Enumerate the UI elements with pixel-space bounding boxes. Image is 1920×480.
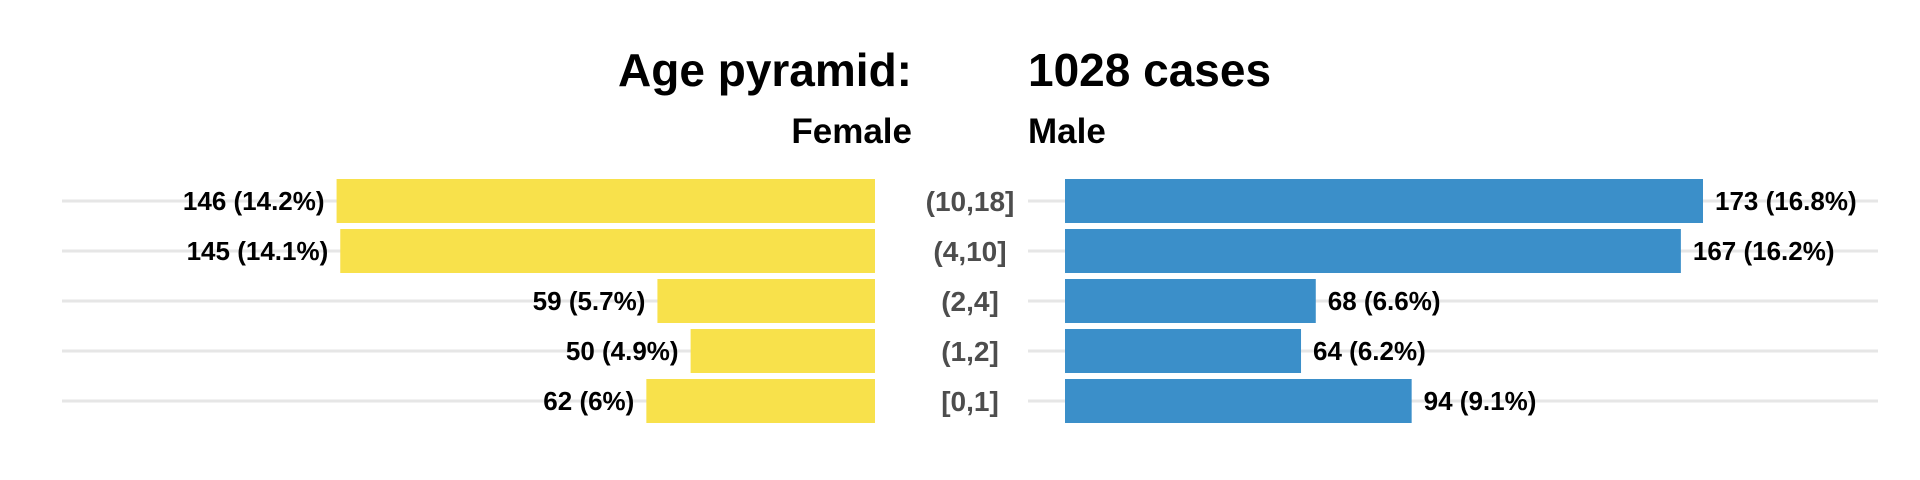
age-group-tick-label: (1,2] — [941, 336, 999, 367]
male-bar — [1065, 329, 1302, 373]
male-bar-label: 173 (16.8%) — [1715, 186, 1857, 216]
male-bar — [1065, 379, 1412, 423]
female-bar — [657, 279, 875, 323]
male-bar-label: 64 (6.2%) — [1313, 336, 1426, 366]
female-bar-label: 145 (14.1%) — [187, 236, 329, 266]
female-bar — [690, 329, 875, 373]
category-tick-labels: (10,18] (4,10] (2,4] (1,2] [0,1] — [926, 186, 1015, 417]
female-bar — [340, 229, 875, 273]
female-panel-label: Female — [791, 112, 912, 151]
female-bar — [336, 179, 875, 223]
male-bar — [1065, 229, 1681, 273]
male-bar-label: 68 (6.6%) — [1328, 286, 1441, 316]
female-bar-label: 146 (14.2%) — [183, 186, 325, 216]
bars — [336, 179, 1703, 423]
female-bar-label: 59 (5.7%) — [533, 286, 646, 316]
male-panel-label: Male — [1028, 112, 1106, 151]
age-group-tick-label: [0,1] — [941, 386, 999, 417]
female-bar-label: 50 (4.9%) — [566, 336, 679, 366]
male-bar-label: 167 (16.2%) — [1693, 236, 1835, 266]
male-bar — [1065, 179, 1703, 223]
chart-title: Age pyramid: — [618, 44, 912, 96]
chart-title-case-count: 1028 cases — [1028, 44, 1271, 96]
female-bar-label: 62 (6%) — [543, 386, 634, 416]
female-bar — [646, 379, 875, 423]
male-bar — [1065, 279, 1316, 323]
age-group-tick-label: (2,4] — [941, 286, 999, 317]
age-group-tick-label: (4,10] — [933, 236, 1006, 267]
male-bar-label: 94 (9.1%) — [1424, 386, 1537, 416]
data-labels: 146 (14.2%) 173 (16.8%) 145 (14.1%) 167 (16… — [183, 186, 1857, 416]
age-group-tick-label: (10,18] — [926, 186, 1015, 217]
